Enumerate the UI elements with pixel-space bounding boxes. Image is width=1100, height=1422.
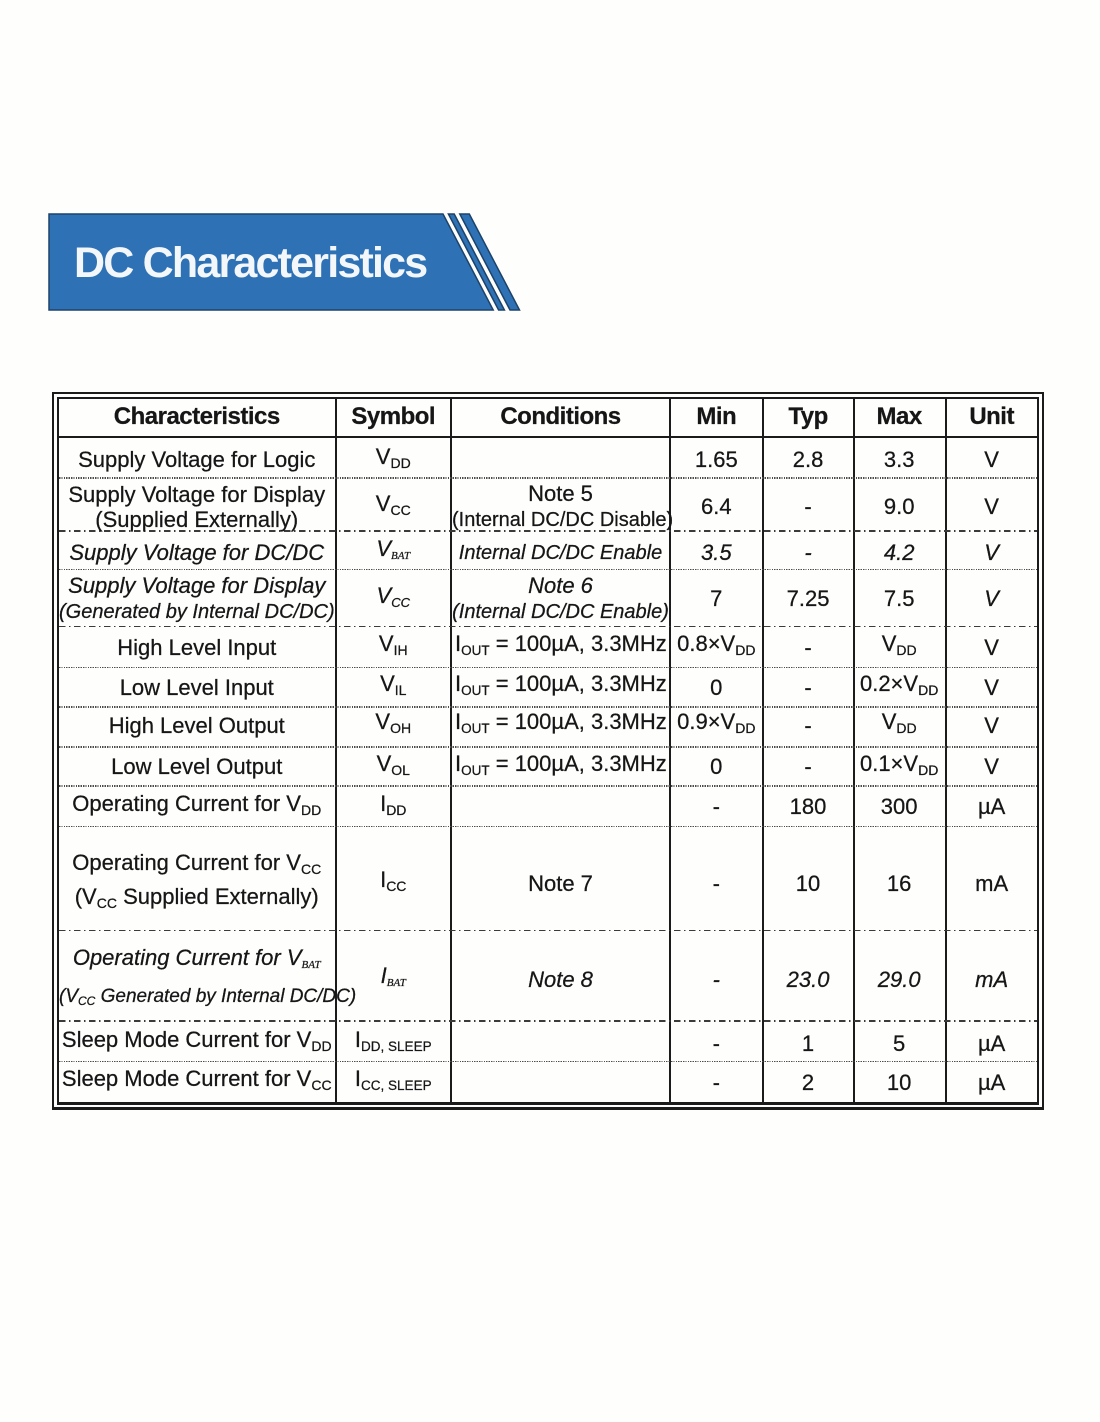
svg-text:DC Characteristics: DC Characteristics [74, 239, 427, 287]
